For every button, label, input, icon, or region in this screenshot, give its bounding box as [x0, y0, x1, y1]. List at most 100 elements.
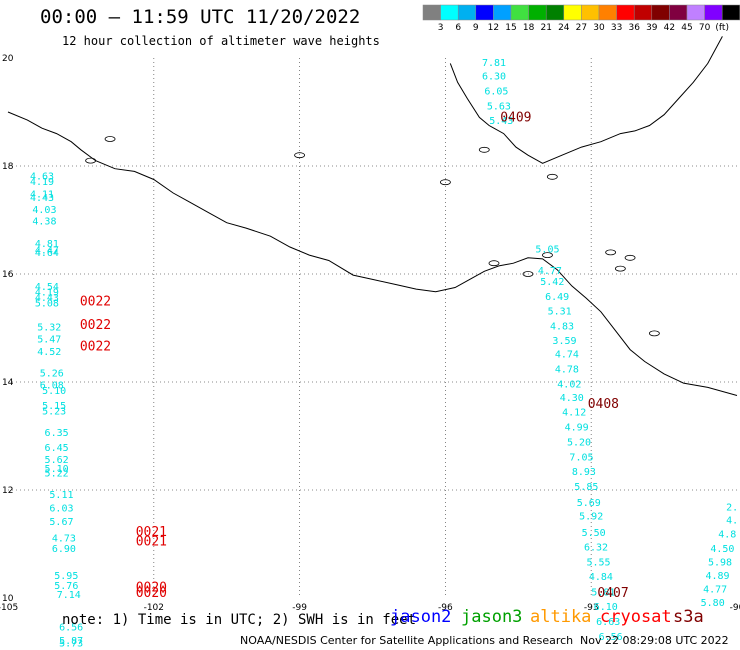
wave-height-value: 4.54 [35, 282, 59, 293]
colorbar-label: 36 [628, 23, 640, 33]
y-tick-label: 14 [2, 378, 14, 388]
wave-height-value: 5.81 [591, 587, 615, 598]
wave-height-value: 4.30 [560, 393, 584, 404]
gulf-coastline [449, 36, 723, 164]
x-tick-label: -93 [584, 603, 599, 613]
wave-height-value: 6.32 [584, 542, 608, 553]
lake-outline [488, 260, 500, 267]
wave-height-value: 6.45 [45, 443, 69, 454]
lake-outline [605, 249, 617, 256]
wave-height-value: 3.59 [552, 336, 576, 347]
wave-height-value: 5.50 [582, 528, 606, 539]
color-scale-legend: 3 6 9 12 15 18 21 24 27 30 33 36 39 42 45 70 (ft) [422, 4, 740, 33]
wave-height-value: 6.49 [545, 292, 569, 303]
pass-time-label: 0022 [80, 340, 111, 355]
pass-time-label: 0407 [597, 586, 628, 601]
wave-height-value: 4.43 [30, 193, 54, 204]
map-subtitle: 12 hour collection of altimeter wave hei… [62, 34, 380, 48]
footnote: note: 1) Time is in UTC; 2) SWH is in fe… [62, 612, 417, 628]
wave-height-value: 6.35 [45, 428, 69, 439]
map-title: 00:00 — 11:59 UTC 11/20/2022 [40, 6, 361, 28]
colorbar-label: 24 [558, 23, 570, 33]
lake-outline [624, 254, 636, 261]
wave-height-value: 4.12 [562, 407, 586, 418]
track-edge-values: 2.4. 4.8 4.50 5.98 4.89 4.77 5.80 [701, 503, 739, 610]
colorbar-label: 15 [505, 23, 516, 33]
wave-height-value: 5.22 [45, 469, 69, 480]
wave-height-value: 5.67 [49, 517, 73, 528]
wave-height-value: 5.55 [586, 558, 610, 569]
lake-outline [478, 146, 490, 153]
wave-height-value: 5.15 [42, 401, 66, 412]
lake-outline [85, 157, 97, 164]
pass-time-label: 0020 [136, 586, 167, 601]
colorbar-label: 39 [646, 23, 658, 33]
x-tick-label: -90 [730, 603, 740, 613]
wave-height-value: 5.47 [37, 335, 61, 346]
wave-height-value: 5.05 [535, 244, 559, 255]
wave-height-value: 6.63 [596, 617, 620, 628]
legend-altika: altika [530, 607, 592, 627]
pass-time-label: 0021 [136, 525, 167, 540]
lake-outline [522, 271, 534, 277]
x-tick-label: -102 [144, 603, 164, 613]
colorbar-label: (ft) [715, 23, 729, 33]
wave-height-value: 4.43 [35, 293, 59, 304]
wave-height-value: 4.52 [37, 347, 61, 358]
x-tick-label: -96 [438, 603, 453, 613]
colorbar-label: 18 [523, 23, 535, 33]
track-top-values: 7.81 6.30 6.05 5.63 5.43 [482, 58, 513, 127]
gridlines [8, 58, 737, 598]
wave-height-value: 4.8 [718, 530, 736, 541]
y-tick-label: 10 [2, 594, 14, 604]
wave-height-value: 6.10 [594, 602, 618, 613]
wave-height-value: 6.05 [484, 87, 508, 98]
wave-height-value: 5.42 [540, 277, 564, 288]
wave-height-value: 5.08 [35, 298, 59, 309]
colorbar-label: 45 [681, 23, 692, 33]
y-tick-label: 12 [2, 486, 13, 496]
wave-height-value: 4.84 [589, 572, 613, 583]
track-left-values: 4.634.194.114.434.034.384.814.474.644.54… [30, 172, 83, 650]
wave-height-value: 4.99 [565, 423, 589, 434]
wave-height-value: 6.08 [40, 380, 64, 391]
wave-height-value: 5.92 [579, 512, 603, 523]
wave-height-value: 5.31 [548, 307, 572, 318]
footer-timestamp: Nov 22 08:29:08 UTC 2022 [580, 634, 729, 647]
lake-outline [614, 265, 626, 272]
wave-height-value: 2. [726, 503, 738, 514]
wave-height-value: 4.50 [710, 544, 734, 555]
wave-height-value: 5.20 [567, 438, 591, 449]
wave-height-value: 6.56 [59, 622, 83, 633]
wave-height-value: 4.63 [30, 172, 54, 183]
lake-outline [439, 179, 451, 186]
wave-height-value: 4.77 [703, 585, 727, 596]
pass-time-label: 0022 [80, 294, 111, 309]
colorbar-label: 12 [488, 23, 499, 33]
wave-height-value: 5.10 [42, 386, 66, 397]
wave-height-value: 4.19 [35, 288, 59, 299]
colorbar-label: 27 [576, 23, 587, 33]
wave-height-value: 6.56 [599, 632, 623, 643]
wave-height-value: 5.80 [701, 598, 725, 609]
x-tick-label: -105 [0, 603, 18, 613]
wave-height-value: 5.95 [54, 571, 78, 582]
wave-height-value: 5.43 [489, 116, 513, 127]
wave-height-value: 7.14 [57, 590, 81, 601]
wave-height-value: 6.30 [482, 72, 506, 83]
wave-height-value: 4. [726, 515, 738, 526]
lake-outline [542, 252, 553, 259]
wave-height-value: 5.87 [59, 636, 83, 647]
legend-cryosat: cryosat [600, 607, 672, 627]
wave-height-value: 4.74 [555, 350, 579, 361]
wave-height-value: 4.81 [35, 239, 59, 250]
legend-jason3: jason3 [461, 607, 523, 627]
pass-time-label: 0408 [588, 397, 619, 412]
pacific-coastline [7, 111, 738, 396]
track-right-values: 5.05 4.775.42 6.49 5.31 4.83 3.59 4.74 4.78 4.02… [535, 244, 622, 643]
wave-height-value: 4.89 [706, 571, 730, 582]
wave-height-value: 5.62 [45, 455, 69, 466]
colorbar-label: 70 [699, 23, 711, 33]
